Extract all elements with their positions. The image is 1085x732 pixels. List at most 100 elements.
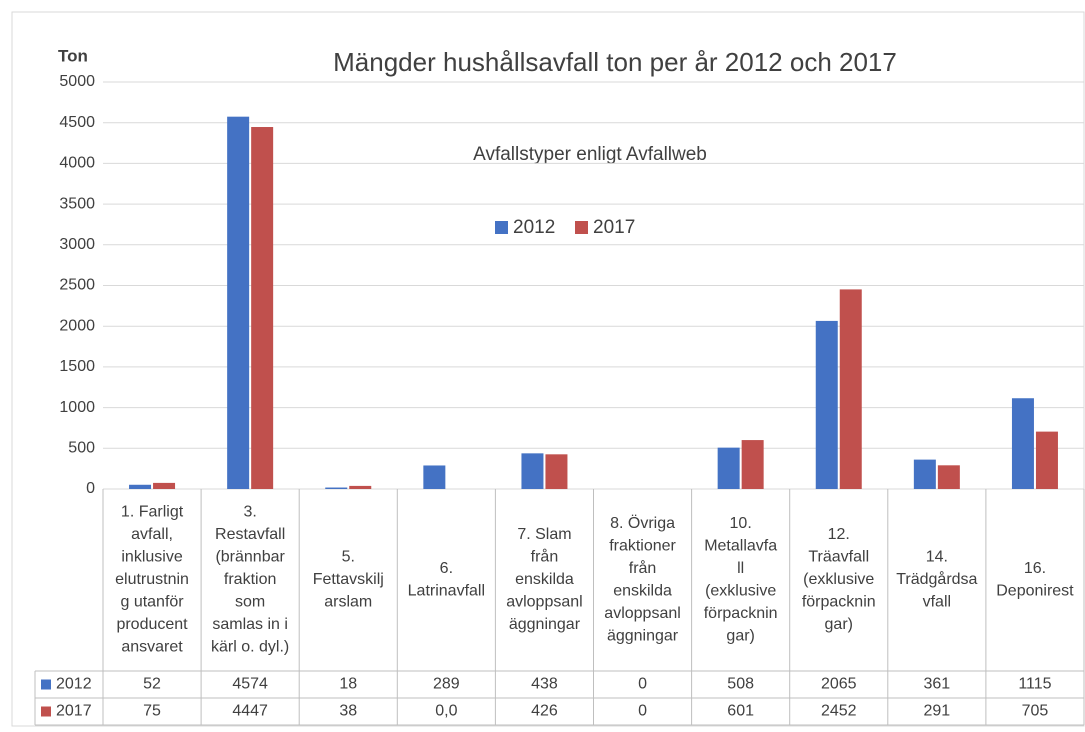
x-tick-label: 6. xyxy=(440,560,453,577)
table-value: 601 xyxy=(727,703,754,720)
x-tick-label: (brännbar xyxy=(215,549,285,566)
bar xyxy=(521,453,544,489)
table-value: 0,0 xyxy=(435,703,457,720)
x-tick-label: äggningar xyxy=(607,627,679,644)
x-tick-label: 1. Farligt xyxy=(121,504,184,521)
x-tick-label: förpacknin xyxy=(704,605,778,622)
bar xyxy=(839,289,862,489)
x-tick-label: 8. Övriga xyxy=(610,514,675,532)
x-tick-label: vfall xyxy=(923,594,951,611)
x-tick-label: arslam xyxy=(324,594,372,611)
legend-swatch xyxy=(41,706,51,717)
x-tick-label: Latrinavfall xyxy=(408,582,485,599)
chart-border xyxy=(11,11,1085,727)
y-tick-label: 4500 xyxy=(59,114,95,131)
x-tick-label: Deponirest xyxy=(996,582,1074,599)
x-tick-label: 16. xyxy=(1024,560,1046,577)
x-tick-label: 7. Slam xyxy=(517,526,571,543)
y-tick-label: 1000 xyxy=(59,399,95,416)
legend-swatch xyxy=(41,679,51,690)
y-tick-label: 5000 xyxy=(59,73,95,90)
x-tick-label: inklusive xyxy=(121,549,182,566)
x-tick-label: (exklusive xyxy=(705,582,776,599)
table-value: 2065 xyxy=(821,676,857,693)
bar xyxy=(423,465,446,489)
x-tick-label: gar) xyxy=(825,616,853,633)
table-value: 0 xyxy=(638,676,647,693)
x-tick-label: fraktioner xyxy=(609,537,676,554)
table-value: 2452 xyxy=(821,703,857,720)
x-tick-label: avloppsanl xyxy=(604,605,681,622)
x-tick-label: samlas in i xyxy=(212,616,288,633)
x-tick-label: fraktion xyxy=(224,571,276,588)
x-tick-label: 10. xyxy=(730,515,752,532)
x-tick-label: 14. xyxy=(926,549,948,566)
bar xyxy=(153,482,176,489)
table-value: 1115 xyxy=(1018,676,1051,693)
x-tick-label: (exklusive xyxy=(803,571,874,588)
x-tick-label: som xyxy=(235,594,265,611)
table-value: 75 xyxy=(143,703,161,720)
y-tick-label: 1500 xyxy=(59,358,95,375)
x-tick-label: Restavfall xyxy=(215,526,285,543)
annotation: Avfallstyper enligt Avfallweb xyxy=(473,144,707,165)
table-value: 361 xyxy=(923,676,950,693)
table-value: 291 xyxy=(923,703,950,720)
chart-title: Mängder hushållsavfall ton per år 2012 o… xyxy=(333,47,897,77)
x-tick-label: 12. xyxy=(828,526,850,543)
row-header: 2012 xyxy=(56,676,92,693)
x-tick-label: enskilda xyxy=(515,571,574,588)
bar xyxy=(325,487,348,489)
table-value: 4447 xyxy=(232,703,268,720)
bar xyxy=(227,116,250,490)
x-tick-label: kärl o. dyl.) xyxy=(211,639,289,656)
row-header: 2017 xyxy=(56,703,92,720)
x-tick-label: producent xyxy=(116,616,188,633)
x-tick-label: från xyxy=(629,559,657,577)
table-value: 289 xyxy=(433,676,460,693)
y-tick-label: 3000 xyxy=(59,236,95,253)
bar xyxy=(349,485,372,489)
bar xyxy=(1035,431,1058,489)
y-axis-label: Ton xyxy=(58,46,88,65)
legend-label: 2012 xyxy=(513,217,555,238)
table-value: 18 xyxy=(339,676,357,693)
x-tick-label: ll xyxy=(737,560,744,577)
x-tick-label: från xyxy=(531,548,559,566)
x-tick-label: avloppsanl xyxy=(506,594,583,611)
legend-label: 2017 xyxy=(593,217,635,238)
x-tick-label: ansvaret xyxy=(121,639,183,656)
x-tick-label: elutrustnin xyxy=(115,571,189,588)
table-value: 705 xyxy=(1022,703,1049,720)
y-tick-label: 4000 xyxy=(59,155,95,172)
table-value: 38 xyxy=(339,703,357,720)
table-value: 52 xyxy=(143,676,161,693)
bar xyxy=(815,320,838,489)
table-value: 4574 xyxy=(232,676,268,693)
y-tick-label: 500 xyxy=(68,440,95,457)
y-tick-label: 3500 xyxy=(59,195,95,212)
bar xyxy=(1011,398,1034,489)
x-tick-label: 3. xyxy=(243,504,256,521)
y-tick-label: 0 xyxy=(86,480,95,497)
bar xyxy=(913,459,936,489)
bar xyxy=(545,454,568,489)
legend-swatch xyxy=(575,221,588,234)
x-tick-label: Fettavskilj xyxy=(313,571,384,588)
table-value: 0 xyxy=(638,703,647,720)
x-tick-label: enskilda xyxy=(613,582,672,599)
x-tick-label: Metallavfa xyxy=(704,537,777,554)
x-tick-label: gar) xyxy=(726,627,754,644)
bar xyxy=(937,465,960,489)
bar xyxy=(251,127,274,490)
table-value: 426 xyxy=(531,703,558,720)
x-tick-label: Trädgårdsa xyxy=(896,570,977,588)
y-tick-label: 2500 xyxy=(59,277,95,294)
x-tick-label: g utanför xyxy=(120,594,184,611)
x-tick-label: 5. xyxy=(342,549,355,566)
x-tick-label: äggningar xyxy=(509,616,581,633)
bar xyxy=(741,440,764,489)
table-value: 508 xyxy=(727,676,754,693)
x-tick-label: förpacknin xyxy=(802,594,876,611)
